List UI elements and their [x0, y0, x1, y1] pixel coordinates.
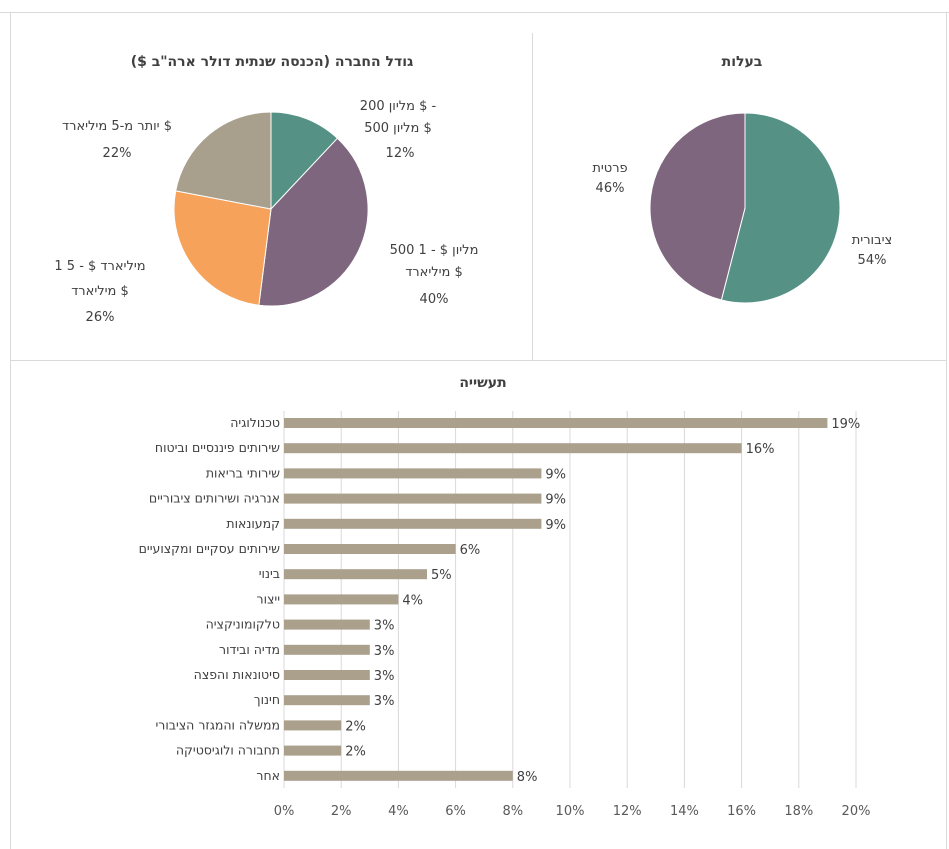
- company-size-pie-chart: גודל החברה (הכנסה שנתית דולר ארה"ב $) 20…: [54, 54, 478, 325]
- bar-value-label-4: 9%: [545, 518, 566, 533]
- ownership-label-public: ציבורית: [852, 233, 892, 248]
- ownership-pct-private: 46%: [596, 181, 625, 196]
- bar-value-label-9: 3%: [374, 644, 395, 659]
- bar-value-label-13: 2%: [345, 745, 366, 760]
- x-tick-label-5: 10%: [556, 804, 585, 819]
- ownership-slice-0: [720, 112, 841, 304]
- bar-1: [284, 443, 742, 454]
- bar-value-label-8: 3%: [374, 619, 395, 634]
- size-label-1b-5b-line1: 1 מיליארד $ - 5: [54, 259, 145, 274]
- bar-12: [284, 720, 342, 731]
- bar-3: [284, 493, 542, 504]
- bar-value-label-3: 9%: [545, 493, 566, 508]
- category-label-10: סיטונאות והפצה: [194, 667, 280, 682]
- pie-divider: [532, 33, 533, 360]
- size-label-500m-1b-line2: מיליארד $: [405, 265, 463, 280]
- category-label-14: אחר: [256, 768, 280, 783]
- size-label-500m-1b-line1: 500 מליון $ - 1: [390, 243, 479, 258]
- size-pct-1b-5b: 26%: [86, 310, 115, 325]
- bar-11: [284, 695, 370, 706]
- company-size-slice-1: [258, 137, 369, 307]
- ownership-title: בעלות: [722, 54, 763, 70]
- ownership-slice-1: [649, 112, 746, 301]
- bar-0: [284, 418, 828, 428]
- x-tick-label-1: 2%: [331, 804, 352, 819]
- company-size-slice-3: [175, 111, 272, 210]
- x-tick-label-10: 20%: [842, 804, 871, 819]
- bar-7: [284, 594, 399, 605]
- bar-5: [284, 544, 456, 554]
- category-label-3: אנרגיה ושירותים ציבוריים: [149, 491, 280, 506]
- section-divider: [10, 360, 947, 361]
- bar-value-label-1: 16%: [746, 442, 775, 457]
- category-label-0: טכנולוגיה: [230, 415, 280, 430]
- ownership-pct-public: 54%: [858, 253, 887, 268]
- category-label-4: קמעונאות: [226, 516, 280, 531]
- size-pct-200m-500m: 12%: [386, 146, 415, 161]
- industry-bar-chart: תעשייה 0% 2% 4% 6% 8% 10% 12% 14% 16% 18% 20% טכנו…: [139, 375, 871, 819]
- right-border: [946, 12, 947, 849]
- bar-value-label-0: 19%: [831, 417, 860, 432]
- category-label-5: שירותים עסקיים ומקצועיים: [139, 541, 280, 556]
- bar-value-label-6: 5%: [431, 568, 452, 583]
- ownership-label-private: פרטית: [592, 161, 627, 176]
- category-label-2: שירותי בריאות: [206, 465, 280, 480]
- x-tick-label-3: 6%: [445, 804, 466, 819]
- bar-8: [284, 619, 370, 630]
- size-pct-500m-1b: 40%: [420, 292, 449, 307]
- company-size-title: גודל החברה (הכנסה שנתית דולר ארה"ב $): [131, 54, 414, 70]
- bar-value-label-10: 3%: [374, 669, 395, 684]
- size-pct-over-5b: 22%: [103, 146, 132, 161]
- x-tick-label-8: 16%: [727, 804, 756, 819]
- category-label-6: בינוי: [259, 566, 280, 581]
- x-tick-label-2: 4%: [388, 804, 409, 819]
- bar-value-label-7: 4%: [402, 593, 423, 608]
- category-label-11: חינוך: [254, 692, 280, 707]
- ownership-pie-chart: בעלות ציבורית 54% פרטית 46%: [592, 54, 892, 304]
- bar-value-label-11: 3%: [374, 694, 395, 709]
- left-border: [10, 12, 11, 849]
- category-label-1: שירותים פיננסיים וביטוח: [155, 440, 280, 455]
- category-label-12: ממשלה והמגזר הציבורי: [155, 717, 280, 732]
- bar-value-label-14: 8%: [517, 770, 538, 785]
- category-label-9: מדיה ובידור: [219, 642, 280, 657]
- industry-title: תעשייה: [459, 375, 506, 391]
- x-tick-label-7: 14%: [670, 804, 699, 819]
- bar-14: [284, 770, 513, 781]
- bar-value-label-5: 6%: [460, 543, 481, 558]
- bar-value-label-2: 9%: [545, 467, 566, 482]
- bar-13: [284, 745, 342, 756]
- bar-9: [284, 644, 370, 655]
- bar-2: [284, 468, 542, 479]
- x-tick-label-0: 0%: [274, 804, 295, 819]
- bar-10: [284, 670, 370, 680]
- size-label-200m-500m-line1: 200 מליון $ -: [360, 99, 437, 114]
- size-label-1b-5b-line2: מיליארד $: [71, 284, 129, 299]
- category-label-13: תחבורה ולוגיסטיקה: [176, 743, 280, 758]
- category-label-7: ייצור: [257, 591, 280, 606]
- x-tick-label-6: 12%: [613, 804, 642, 819]
- x-tick-label-9: 18%: [784, 804, 813, 819]
- category-label-8: טלקומוניקציה: [206, 617, 280, 632]
- top-border: [0, 12, 949, 13]
- size-label-over-5b: יותר מ-5 מיליארד $: [62, 119, 172, 134]
- x-tick-label-4: 8%: [502, 804, 523, 819]
- company-size-slice-2: [173, 190, 272, 306]
- bar-6: [284, 569, 427, 580]
- company-size-slice-0: [270, 111, 339, 211]
- bar-value-label-12: 2%: [345, 719, 366, 734]
- size-label-200m-500m-line2: 500 מליון $: [364, 121, 432, 136]
- bar-4: [284, 518, 542, 529]
